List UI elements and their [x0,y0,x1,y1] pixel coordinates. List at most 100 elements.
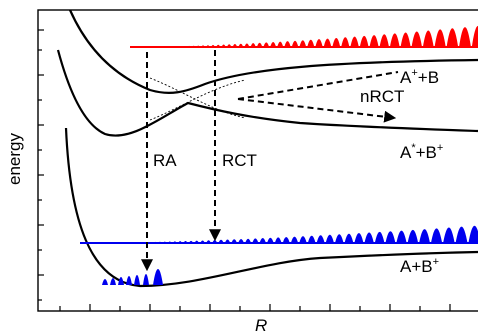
blue-band-peak-5 [96,242,99,244]
bound-peak-6 [153,269,163,285]
bound-peak-1 [110,278,116,285]
red-band-peak-32 [276,41,284,48]
blue-vibrational-band [82,225,478,244]
red-band-peak-4 [143,46,146,48]
red-band-peak-24 [226,44,232,48]
blue-band-peak-36 [244,238,252,244]
red-band-peak-10 [163,46,167,48]
red-band-peak-36 [307,39,315,48]
red-band-peak-21 [210,45,216,48]
blue-band-peak-2 [87,243,90,244]
blue-band-peak-10 [112,242,116,244]
blue-band-peak-4 [93,242,96,244]
bound-peak-5 [143,274,149,285]
blue-band-peak-48 [344,233,354,244]
blue-band-peak-39 [266,237,274,244]
bound-peak-2 [118,277,124,285]
blue-band-peak-28 [194,240,200,244]
nrct-label: nRCT [360,87,404,106]
red-band-peak-8 [156,46,160,48]
red-band-peak-43 [369,35,379,48]
blue-band-peak-26 [183,241,188,244]
upper-repulsive-curve [68,9,478,94]
lower-ground-curve [64,127,478,288]
blue-band-peak-54 [407,229,419,244]
blue-band-peak-37 [251,238,259,244]
red-band-peak-30 [263,42,270,48]
red-band-peak-33 [284,41,291,48]
red-band-peak-25 [232,44,238,48]
red-band-peak-38 [323,38,332,48]
red-band-peak-29 [256,42,263,48]
blue-band-peak-41 [282,236,291,244]
blue-band-peak-0 [82,243,85,244]
blue-band-peak-46 [325,234,335,244]
blue-band-peak-50 [364,232,375,244]
bound-peak-4 [134,275,140,285]
rct-label: RCT [222,151,257,170]
red-band-peak-40 [341,37,350,48]
blue-band-peak-40 [274,237,282,244]
blue-band-peak-17 [139,242,144,244]
red-band-peak-52 [471,25,478,48]
blue-band-peak-8 [106,242,109,244]
bound-peak-0 [102,279,108,285]
x-axis-label: R [255,316,267,333]
red-band-peak-41 [350,36,360,48]
red-band-peak-2 [137,47,140,48]
red-band-peak-15 [182,46,187,48]
blue-band-peak-55 [418,229,431,244]
red-band-peak-22 [215,44,221,48]
red-band-peak-26 [238,43,244,48]
diabatic-line-1 [149,77,246,119]
blue-band-peak-43 [298,236,307,244]
blue-band-peak-15 [131,242,136,244]
blue-band-peak-24 [172,241,178,244]
red-band-peak-9 [159,46,163,48]
blue-band-peak-42 [290,236,299,244]
blue-band-peak-19 [148,242,153,244]
red-band-peak-28 [250,43,257,48]
blue-band-peak-52 [385,231,396,244]
blue-band-peak-44 [307,235,316,244]
red-band-peak-12 [170,46,175,48]
red-band-peak-51 [458,27,472,48]
blue-band-peak-38 [259,238,267,244]
upper-curve-label: A++B [400,67,439,87]
red-band-peak-13 [174,46,179,48]
nrct-arrow-lower [237,98,397,123]
red-band-peak-23 [221,44,227,48]
red-band-peak-14 [178,46,183,48]
red-band-peak-27 [244,43,250,48]
red-band-peak-37 [315,39,323,48]
blue-bound-wavepacket [102,269,163,285]
red-band-peak-35 [299,40,307,48]
nrct-arrow-upper [237,71,399,100]
blue-band-peak-47 [334,234,344,244]
red-band-peak-34 [291,40,299,48]
red-band-peak-1 [134,47,137,48]
red-band-peak-0 [132,47,135,48]
y-axis-label: energy [5,133,24,185]
blue-band-peak-13 [123,242,128,244]
blue-band-peak-49 [354,233,364,244]
blue-band-peak-21 [157,241,163,244]
blue-band-peak-51 [374,231,385,244]
blue-band-peak-11 [116,242,120,244]
blue-band-peak-14 [127,242,132,244]
blue-band-peak-7 [102,242,106,244]
blue-band-peak-53 [396,230,407,244]
red-band-peak-5 [146,46,150,48]
plot-frame [37,9,478,312]
blue-band-peak-35 [237,238,245,244]
red-band-peak-20 [205,45,211,48]
red-band-peak-18 [196,45,201,48]
ra-label: RA [153,151,177,170]
red-band-peak-42 [359,35,369,48]
blue-band-peak-6 [99,242,103,244]
blue-band-peak-25 [177,241,183,244]
blue-band-peak-56 [430,228,443,244]
middle-curve-label: A*+B+ [400,142,443,162]
red-band-peak-46 [400,32,411,48]
middle-curve [56,49,478,137]
